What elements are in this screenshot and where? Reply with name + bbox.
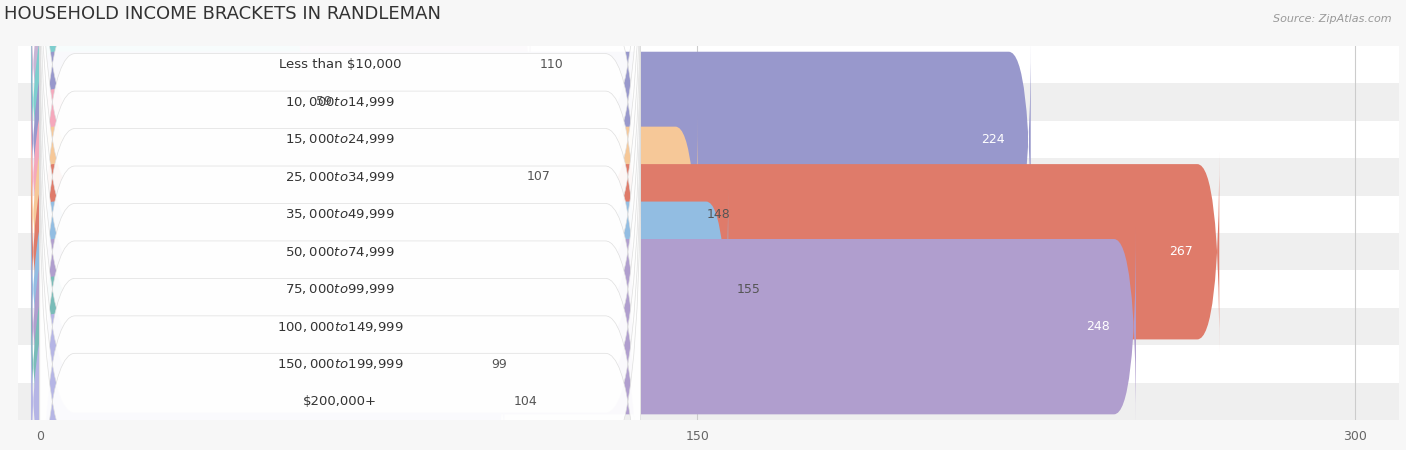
FancyBboxPatch shape [39,150,641,450]
Bar [0,383,1406,420]
FancyBboxPatch shape [39,0,641,391]
Text: Less than $10,000: Less than $10,000 [278,58,401,71]
FancyBboxPatch shape [39,38,641,450]
Text: 224: 224 [981,133,1004,146]
FancyBboxPatch shape [31,227,1136,426]
Text: $25,000 to $34,999: $25,000 to $34,999 [285,170,395,184]
FancyBboxPatch shape [31,40,1031,239]
Text: 59: 59 [316,95,332,108]
FancyBboxPatch shape [39,0,641,353]
FancyBboxPatch shape [31,0,531,164]
Text: Source: ZipAtlas.com: Source: ZipAtlas.com [1274,14,1392,23]
Bar [0,46,1406,83]
Text: $75,000 to $99,999: $75,000 to $99,999 [285,282,395,296]
FancyBboxPatch shape [31,77,517,276]
Text: 267: 267 [1170,245,1192,258]
Bar [0,346,1406,383]
Text: 104: 104 [513,395,537,408]
FancyBboxPatch shape [31,265,482,450]
Text: 248: 248 [1085,320,1109,333]
Text: $50,000 to $74,999: $50,000 to $74,999 [285,245,395,259]
FancyBboxPatch shape [39,0,641,428]
Bar [0,83,1406,121]
FancyBboxPatch shape [39,75,641,450]
Text: $200,000+: $200,000+ [304,395,377,408]
Bar [0,196,1406,233]
Text: 148: 148 [706,208,730,221]
Text: $15,000 to $24,999: $15,000 to $24,999 [285,132,395,146]
FancyBboxPatch shape [31,152,1219,351]
Text: 155: 155 [737,283,761,296]
FancyBboxPatch shape [39,0,641,316]
FancyBboxPatch shape [39,113,641,450]
Bar [0,158,1406,196]
Text: HOUSEHOLD INCOME BRACKETS IN RANDLEMAN: HOUSEHOLD INCOME BRACKETS IN RANDLEMAN [4,5,441,23]
Text: 107: 107 [526,171,550,183]
Text: $10,000 to $14,999: $10,000 to $14,999 [285,95,395,109]
Text: $35,000 to $49,999: $35,000 to $49,999 [285,207,395,221]
Bar [0,121,1406,158]
FancyBboxPatch shape [31,189,728,389]
Text: 110: 110 [540,58,564,71]
FancyBboxPatch shape [31,115,697,314]
Bar [0,233,1406,270]
Text: $100,000 to $149,999: $100,000 to $149,999 [277,320,404,334]
FancyBboxPatch shape [39,0,641,450]
Bar [0,308,1406,346]
Text: $150,000 to $199,999: $150,000 to $199,999 [277,357,404,371]
Bar [0,270,1406,308]
FancyBboxPatch shape [39,0,641,450]
Text: 99: 99 [492,358,508,371]
FancyBboxPatch shape [31,2,308,202]
FancyBboxPatch shape [31,302,505,450]
